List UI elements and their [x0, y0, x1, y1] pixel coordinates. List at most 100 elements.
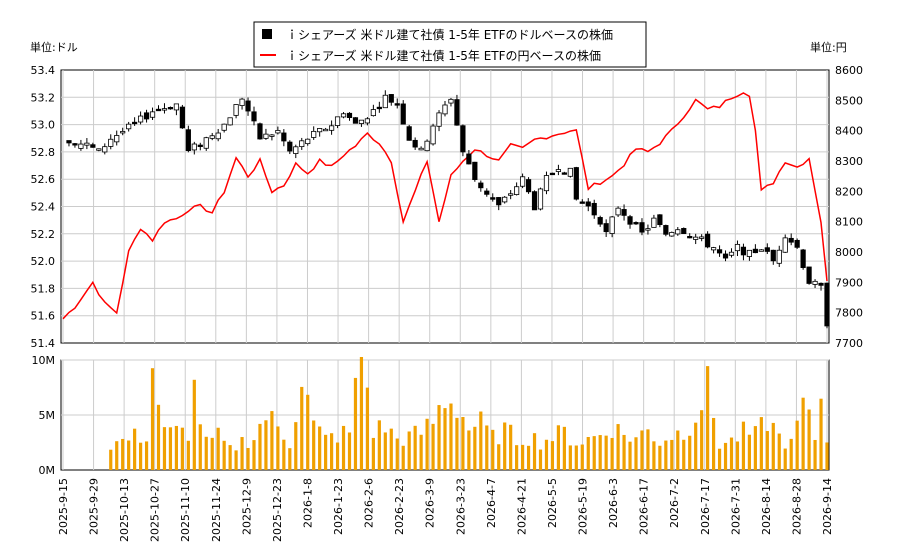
candle-body [794, 239, 800, 248]
candle-body [699, 236, 705, 239]
y-right-tick-label: 7900 [835, 276, 863, 289]
candle-body [424, 140, 430, 152]
volume-bar [335, 442, 340, 470]
candle-body [102, 146, 108, 153]
y-left-tick-label: 52.2 [31, 228, 56, 241]
volume-bar [658, 445, 662, 470]
candle-body [800, 249, 806, 268]
volume-bar [180, 427, 184, 470]
volume-bar [228, 445, 232, 470]
candle-body [776, 249, 782, 264]
volume-bar [598, 435, 602, 470]
volume-bar [825, 442, 829, 470]
volume-bar [395, 438, 399, 470]
candle-body [400, 103, 406, 125]
y-right-tick-label: 8000 [835, 246, 863, 259]
candle-body [185, 129, 191, 152]
volume-bar [473, 426, 477, 470]
x-tick-label: 2026-6-3 [607, 478, 620, 528]
candle-body [758, 249, 764, 252]
volume-bar [783, 448, 787, 470]
candle-body [358, 119, 365, 124]
candle-body [782, 237, 788, 253]
volume-bar [431, 423, 435, 470]
y-left-tick-label: 53.0 [31, 119, 56, 132]
volume-bar [526, 445, 531, 470]
candle-body [716, 249, 723, 254]
candle-body [693, 236, 699, 240]
volume-bar [222, 440, 226, 470]
x-tick-label: 2026-8-14 [760, 478, 773, 535]
y-right-tick-label: 7800 [835, 307, 863, 320]
volume-bar [586, 436, 590, 470]
y-left-tick-label: 51.4 [31, 337, 56, 350]
volume-bar [413, 425, 417, 470]
x-tick-label: 2026-2-6 [363, 478, 376, 528]
volume-bar [819, 398, 823, 470]
candle-body [72, 143, 78, 146]
volume-bar [634, 437, 638, 470]
volume-tick-label: 10M [32, 354, 56, 367]
volume-bar [192, 379, 196, 470]
y-left-tick-label: 51.8 [31, 282, 56, 295]
volume-bar [574, 445, 578, 470]
candle-body [233, 104, 239, 116]
x-tick-label: 2025-11-10 [179, 478, 192, 542]
x-tick-label: 2026-3-9 [424, 478, 437, 528]
x-tick-label: 2026-1-8 [301, 478, 314, 528]
candle-body [328, 125, 335, 131]
y-left-tick-label: 52.6 [31, 173, 56, 186]
x-ticks: 2025-9-15 2025-9-29 2025-10-13 2025-10-27 20… [57, 478, 834, 542]
candle-body [484, 190, 490, 195]
candle-body [603, 223, 609, 233]
volume-tick-label: 0M [39, 464, 56, 477]
yen-line-path [62, 92, 828, 320]
candle-body [502, 196, 508, 203]
y-right-ticks: 8600 8500 8400 8300 8200 8100 8000 7900 7800 7700 [835, 64, 863, 350]
volume-bar [246, 447, 250, 470]
volume-bar [425, 418, 429, 470]
volume-bar [115, 441, 119, 470]
volume-bar [664, 440, 668, 470]
y-left-tick-label: 52.0 [31, 255, 56, 268]
candle-body [597, 217, 603, 225]
candle-body [615, 207, 621, 216]
volume-bar [503, 422, 507, 470]
candle-body [418, 147, 424, 151]
volume-bar [121, 438, 125, 470]
y-right-tick-label: 7700 [835, 337, 863, 350]
volume-bar [622, 434, 626, 470]
candle-body [191, 143, 197, 151]
volume-bar [765, 431, 769, 470]
x-tick-label: 2025-9-29 [88, 478, 101, 535]
candle-body [221, 123, 227, 131]
volume-bar [550, 441, 555, 470]
x-tick-label: 2026-4-7 [485, 478, 498, 528]
candle-body [710, 247, 717, 251]
volume-bar [717, 448, 722, 470]
volume-bar [198, 424, 202, 470]
volume-bar [174, 425, 179, 470]
volume-bars [109, 356, 829, 470]
volume-bar [109, 449, 113, 470]
volume-bar [347, 432, 352, 470]
candle-body [579, 201, 585, 204]
candle-body [645, 228, 651, 231]
y-right-tick-label: 8200 [835, 185, 863, 198]
candle-body [352, 117, 359, 124]
candle-body [746, 249, 753, 257]
volume-bar [520, 444, 525, 470]
candle-body [161, 108, 168, 111]
volume-bar [670, 439, 674, 470]
volume-bar [377, 420, 381, 470]
candle-body [669, 232, 675, 237]
candle-body [239, 98, 245, 106]
candle-body [257, 123, 263, 140]
volume-bar [753, 426, 757, 470]
candle-body [460, 125, 466, 153]
candle-body [806, 266, 812, 284]
x-tick-label: 2026-7-2 [668, 478, 681, 528]
volume-tick-label: 5M [39, 409, 56, 422]
candle-body [609, 216, 615, 234]
